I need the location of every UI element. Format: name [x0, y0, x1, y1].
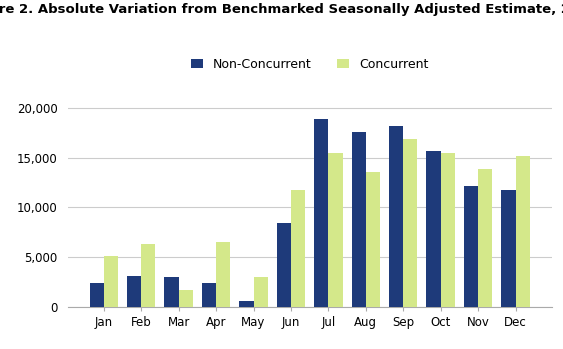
Bar: [464, 186, 478, 307]
Bar: [478, 169, 492, 307]
Bar: [202, 283, 216, 307]
Bar: [291, 190, 305, 307]
Bar: [366, 171, 380, 307]
Bar: [239, 301, 253, 307]
Text: Figure 2. Absolute Variation from Benchmarked Seasonally Adjusted Estimate, 2018: Figure 2. Absolute Variation from Benchm…: [0, 3, 563, 16]
Bar: [104, 256, 118, 307]
Bar: [216, 242, 230, 307]
Bar: [516, 156, 530, 307]
Bar: [351, 132, 366, 307]
Bar: [389, 126, 403, 307]
Bar: [314, 119, 328, 307]
Bar: [90, 283, 104, 307]
Bar: [253, 277, 268, 307]
Bar: [441, 153, 455, 307]
Legend: Non-Concurrent, Concurrent: Non-Concurrent, Concurrent: [191, 58, 428, 71]
Bar: [127, 276, 141, 307]
Bar: [501, 191, 516, 307]
Bar: [426, 150, 441, 307]
Bar: [276, 223, 291, 307]
Bar: [178, 290, 193, 307]
Bar: [164, 277, 178, 307]
Bar: [141, 244, 155, 307]
Bar: [403, 139, 417, 307]
Bar: [328, 153, 343, 307]
